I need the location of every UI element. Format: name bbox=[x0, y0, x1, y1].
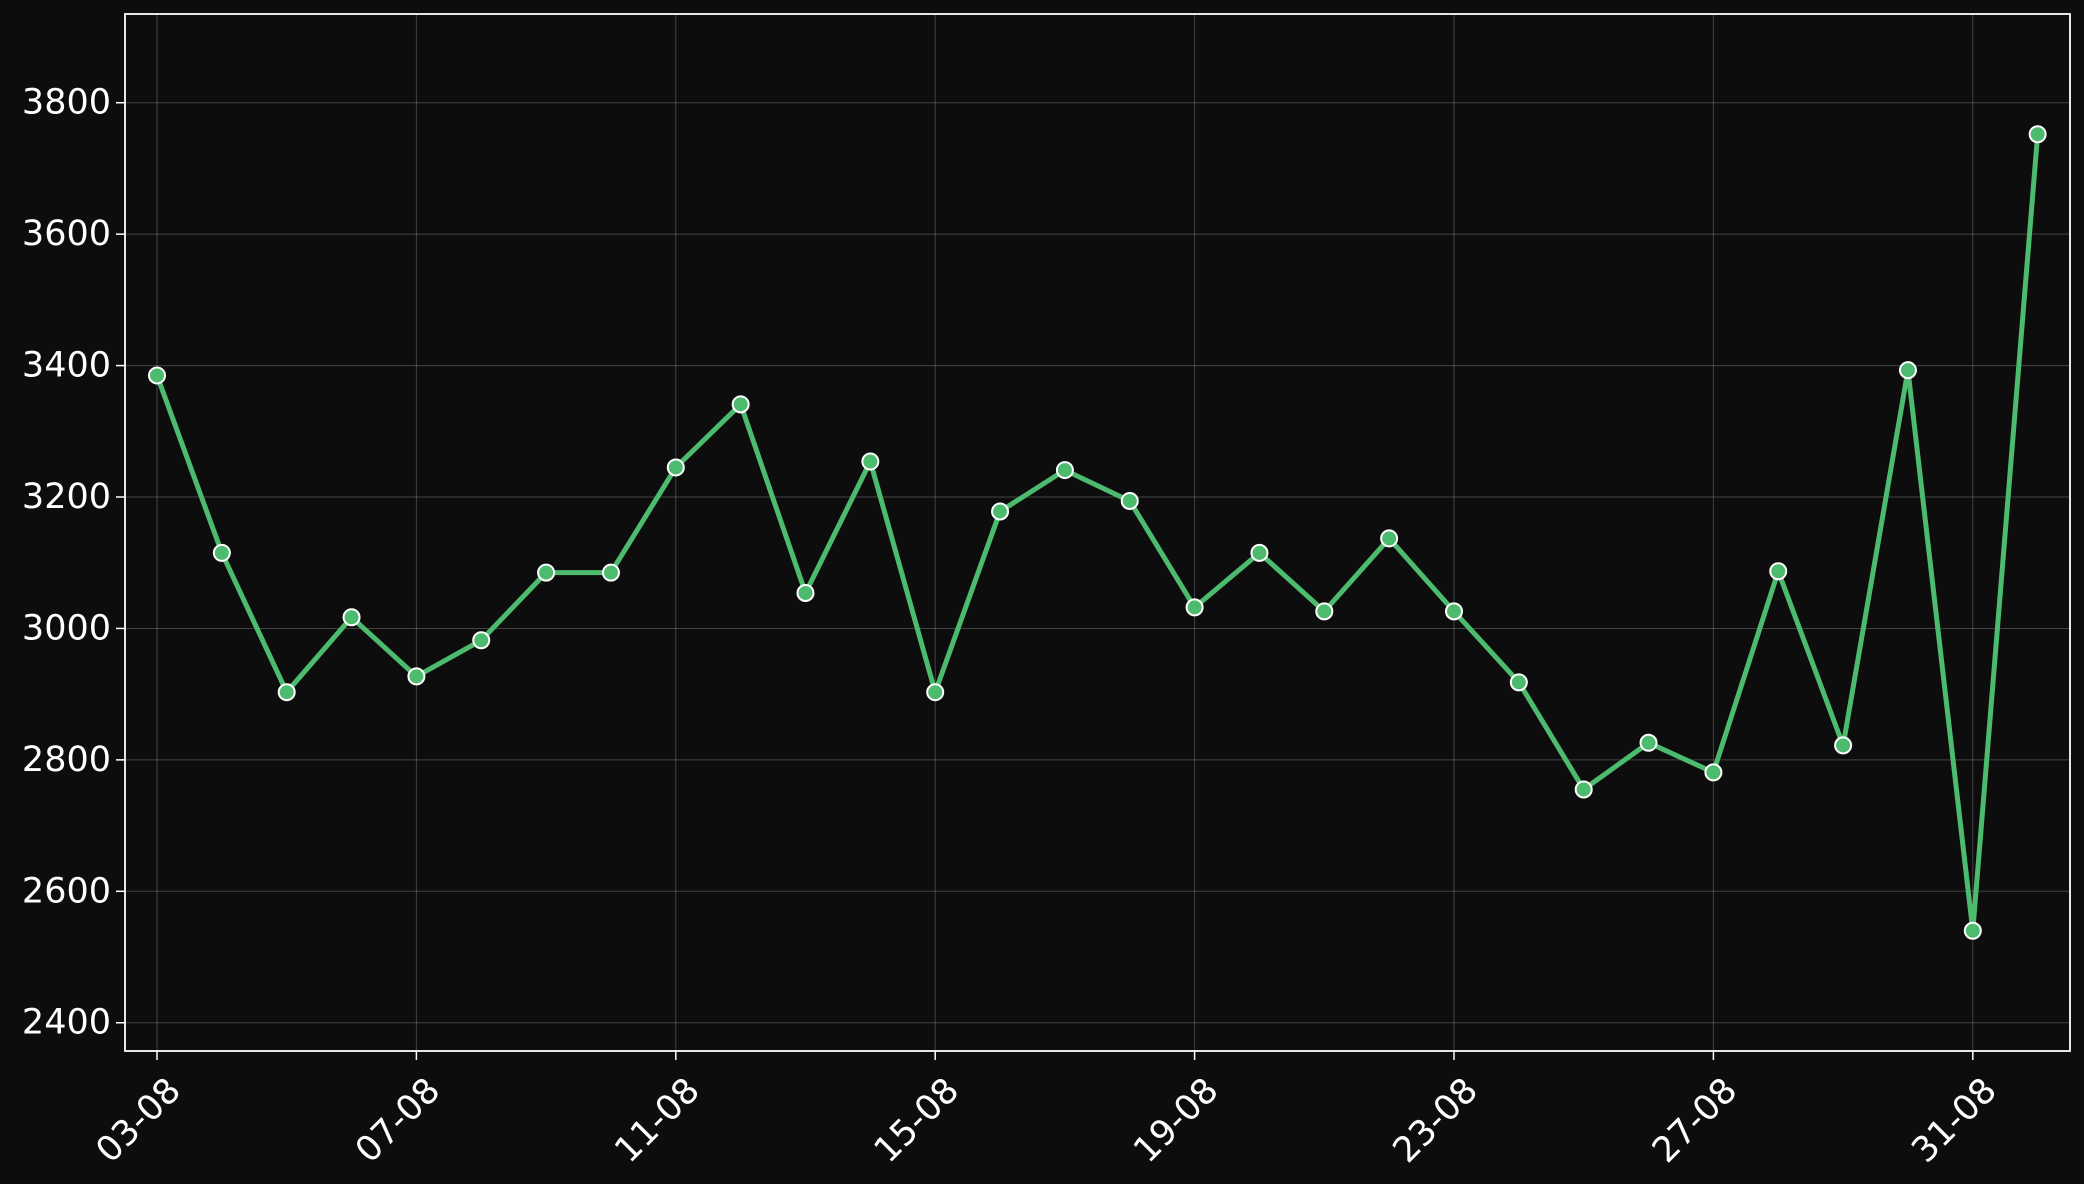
data-point bbox=[991, 502, 1010, 521]
data-point bbox=[1185, 598, 1204, 617]
data-point bbox=[601, 563, 620, 582]
y-tick-label: 3000 bbox=[22, 608, 111, 648]
data-point bbox=[277, 683, 296, 702]
data-point bbox=[407, 667, 426, 686]
data-point bbox=[666, 458, 685, 477]
data-point bbox=[1250, 543, 1269, 562]
plot-frame bbox=[124, 13, 2071, 1052]
grid-lines bbox=[125, 14, 2070, 1051]
data-point bbox=[212, 543, 231, 562]
data-point bbox=[472, 631, 491, 650]
data-point bbox=[796, 583, 815, 602]
series-line bbox=[154, 131, 2041, 934]
data-point bbox=[1509, 673, 1528, 692]
y-tick-label: 2600 bbox=[22, 871, 111, 911]
data-point bbox=[1380, 529, 1399, 548]
y-tick-label: 2800 bbox=[22, 740, 111, 780]
data-point bbox=[861, 452, 880, 471]
y-tick-label: 3600 bbox=[22, 214, 111, 254]
data-point bbox=[1055, 461, 1074, 480]
data-point bbox=[1445, 602, 1463, 621]
data-point bbox=[1963, 921, 1982, 940]
data-point bbox=[1898, 361, 1917, 380]
data-point bbox=[1704, 763, 1723, 782]
data-point bbox=[148, 366, 166, 385]
data-point bbox=[1574, 780, 1593, 799]
y-tick-label: 3800 bbox=[22, 83, 111, 123]
y-axis: 2400 2600 2800 3000 3200 3400 3600 3800 bbox=[22, 83, 125, 1043]
data-point bbox=[731, 395, 750, 414]
y-tick-label: 3200 bbox=[22, 477, 111, 517]
data-point bbox=[1315, 602, 1334, 621]
data-point bbox=[537, 563, 556, 582]
y-tick-label: 2400 bbox=[22, 1003, 111, 1043]
data-point bbox=[926, 683, 945, 702]
data-point bbox=[1834, 736, 1853, 755]
data-point bbox=[1769, 562, 1788, 581]
data-point bbox=[2028, 125, 2047, 144]
data-series bbox=[148, 125, 2047, 940]
data-point bbox=[1639, 733, 1658, 752]
data-point bbox=[1120, 491, 1139, 510]
data-point bbox=[342, 608, 361, 627]
y-tick-label: 3400 bbox=[22, 346, 111, 386]
